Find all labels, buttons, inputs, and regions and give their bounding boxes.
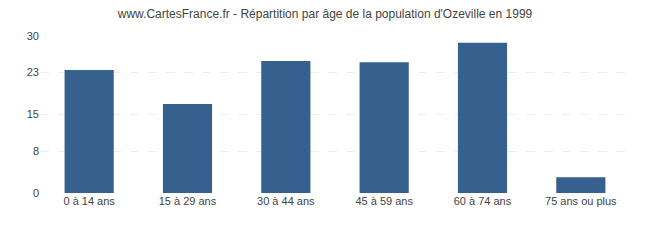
- svg-text:60 à 74 ans: 60 à 74 ans: [454, 195, 512, 207]
- svg-text:30: 30: [27, 30, 39, 42]
- svg-text:0: 0: [33, 187, 39, 199]
- svg-text:45 à 59 ans: 45 à 59 ans: [355, 195, 413, 207]
- svg-text:15: 15: [27, 108, 39, 120]
- svg-text:0 à 14 ans: 0 à 14 ans: [63, 195, 115, 207]
- svg-text:75 ans ou plus: 75 ans ou plus: [545, 195, 617, 207]
- svg-text:23: 23: [27, 66, 39, 78]
- svg-text:30 à 44 ans: 30 à 44 ans: [257, 195, 315, 207]
- svg-text:8: 8: [33, 145, 39, 157]
- svg-text:15 à 29 ans: 15 à 29 ans: [159, 195, 217, 207]
- svg-text:www.CartesFrance.fr - Répartit: www.CartesFrance.fr - Répartition par âg…: [117, 7, 533, 21]
